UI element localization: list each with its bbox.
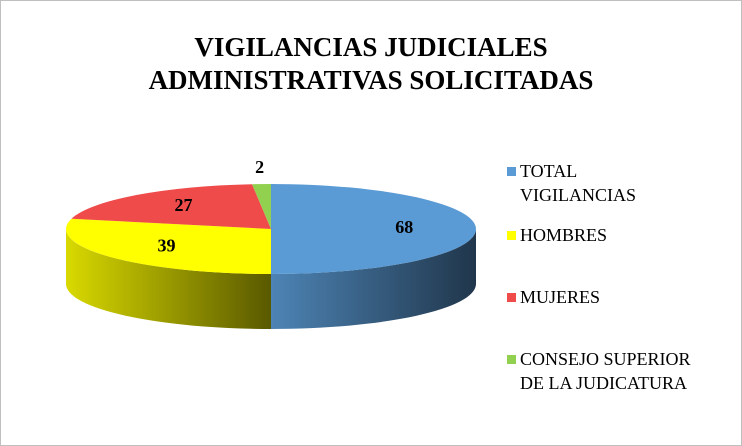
legend-label: HOMBRES: [520, 225, 608, 245]
slice: [252, 184, 271, 229]
data-label: 68: [395, 217, 413, 237]
legend-swatch: [507, 293, 516, 302]
legend-swatch: [507, 355, 516, 364]
slice: [71, 184, 272, 229]
legend-label: MUJERES: [520, 287, 601, 307]
legend-item: TOTAL VIGILANCIAS: [507, 159, 739, 207]
slice-side: [66, 229, 271, 329]
data-label: 2: [255, 157, 264, 177]
chart-title: VIGILANCIAS JUDICIALES ADMINISTRATIVAS S…: [148, 32, 594, 95]
legend-label: TOTAL VIGILANCIAS: [520, 161, 636, 205]
legend-label: CONSEJO SUPERIOR DE LA JUDICATURA: [520, 349, 691, 393]
pie: 68 39 27 2: [66, 157, 476, 329]
slice: [271, 184, 476, 274]
data-label: 39: [158, 235, 176, 255]
legend-item: HOMBRES: [507, 223, 739, 247]
slice-side: [271, 229, 476, 329]
legend-swatch: [507, 231, 516, 240]
legend-swatch: [507, 167, 516, 176]
legend-item: MUJERES: [507, 285, 739, 309]
legend-item: CONSEJO SUPERIOR DE LA JUDICATURA: [507, 347, 739, 395]
slice: [66, 218, 271, 274]
data-label: 27: [175, 195, 193, 215]
